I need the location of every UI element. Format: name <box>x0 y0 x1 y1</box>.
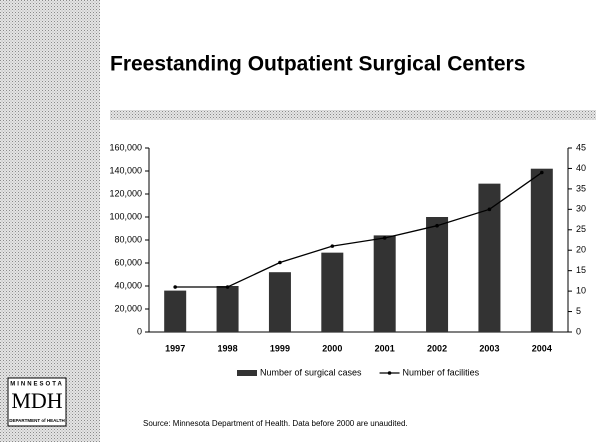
y-tick-label: 60,000 <box>114 257 142 267</box>
bar <box>321 252 344 332</box>
divider-band <box>110 110 596 120</box>
logo-main: MDH <box>11 388 62 413</box>
y2-tick-label: 30 <box>576 204 586 214</box>
bar <box>478 183 501 332</box>
logo-box <box>7 377 67 427</box>
source-note: Source: Minnesota Department of Health. … <box>143 419 408 428</box>
y-tick-label: 140,000 <box>109 165 142 175</box>
y-tick-label: 160,000 <box>109 142 142 152</box>
y-tick-label: 0 <box>137 326 142 336</box>
line-marker <box>487 207 492 212</box>
x-tick-label: 2003 <box>479 343 499 353</box>
line-marker <box>173 285 177 289</box>
x-tick-label: 1999 <box>270 343 290 353</box>
y2-tick-label: 25 <box>576 224 586 234</box>
bar <box>216 286 239 332</box>
x-tick-label: 1997 <box>165 343 185 353</box>
y2-tick-label: 10 <box>576 285 586 295</box>
legend-marker <box>387 371 392 375</box>
bar <box>530 168 553 332</box>
logo: MINNESOTA MDH DEPARTMENT of HEALTH <box>7 377 67 427</box>
line-marker <box>330 244 335 248</box>
line-marker <box>225 285 230 289</box>
y2-tick-label: 40 <box>576 163 586 173</box>
line-marker <box>540 170 544 175</box>
y-tick-label: 80,000 <box>114 234 142 244</box>
line-marker <box>435 223 439 228</box>
y2-tick-label: 15 <box>576 265 586 275</box>
y-tick-label: 40,000 <box>114 280 142 290</box>
y2-tick-label: 45 <box>576 142 586 152</box>
y-tick-label: 100,000 <box>109 211 142 221</box>
logo-top: MINNESOTA <box>10 382 64 388</box>
bar <box>373 235 396 332</box>
line-marker <box>382 236 387 240</box>
y-tick-label: 20,000 <box>114 303 142 313</box>
x-tick-label: 1998 <box>218 343 238 353</box>
y2-tick-label: 20 <box>576 245 586 255</box>
sidebar <box>0 0 100 442</box>
legend-label: Number of surgical cases <box>260 367 362 377</box>
line <box>175 172 543 288</box>
x-tick-label: 2001 <box>375 343 395 353</box>
x-tick-label: 2000 <box>322 343 342 353</box>
legend-label: Number of facilities <box>403 367 480 377</box>
bar <box>164 290 187 332</box>
y2-tick-label: 35 <box>576 183 586 193</box>
bar <box>426 217 449 332</box>
chart-title: Freestanding Outpatient Surgical Centers <box>110 53 525 76</box>
x-tick-label: 2004 <box>532 343 552 353</box>
bar <box>268 272 291 332</box>
logo-bottom: DEPARTMENT of HEALTH <box>9 418 65 423</box>
line-marker <box>278 260 282 265</box>
legend-swatch <box>237 370 257 376</box>
y2-tick-label: 0 <box>576 326 581 336</box>
y-tick-label: 120,000 <box>109 188 142 198</box>
x-tick-label: 2002 <box>427 343 447 353</box>
y2-tick-label: 5 <box>576 306 581 316</box>
